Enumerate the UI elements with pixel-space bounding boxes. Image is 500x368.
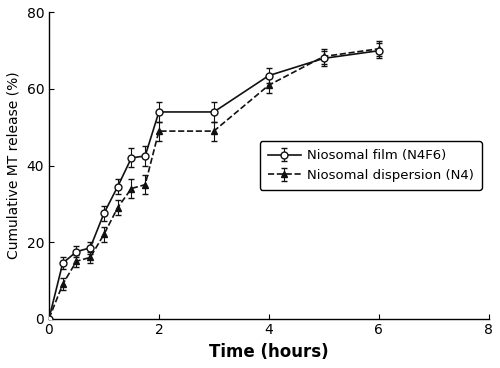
X-axis label: Time (hours): Time (hours) [209, 343, 328, 361]
Legend: Niosomal film (N4F6), Niosomal dispersion (N4): Niosomal film (N4F6), Niosomal dispersio… [260, 141, 482, 190]
Y-axis label: Cumulative MT release (%): Cumulative MT release (%) [7, 72, 21, 259]
